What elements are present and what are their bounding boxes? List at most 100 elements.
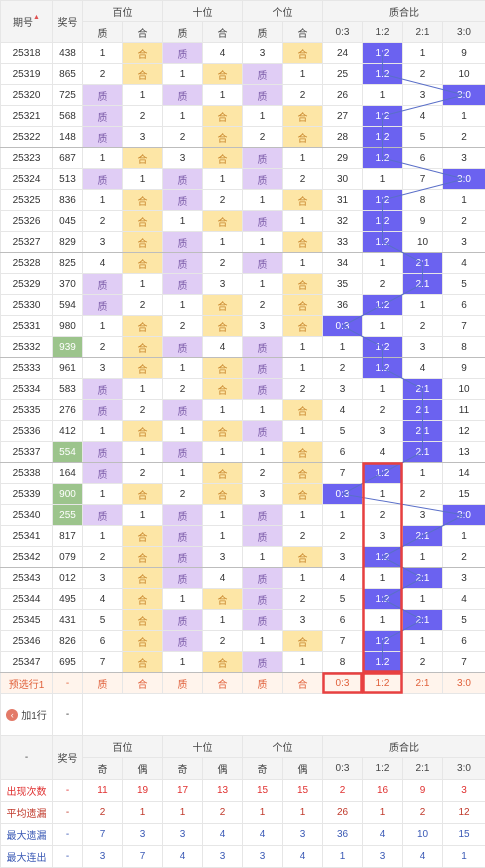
ratio-miss-cell: 31 [323, 190, 363, 211]
prediction-ratio-cell[interactable]: 1:2 [363, 673, 403, 694]
stats-value: 15 [283, 780, 323, 802]
composite-cell: 合 [123, 64, 163, 85]
ratio-miss-cell: 7 [403, 169, 443, 190]
prime-cell: 质 [243, 169, 283, 190]
ratio-miss-cell: 3 [443, 568, 485, 589]
miss-cell: 3 [163, 148, 203, 169]
number-cell: 438 [53, 43, 83, 64]
period-cell: 25344 [1, 589, 53, 610]
prime-cell: 质 [163, 547, 203, 568]
stats-value: 4 [283, 846, 323, 868]
ratio-miss-cell: 10 [443, 64, 485, 85]
period-cell: 25322 [1, 127, 53, 148]
stats-value: 2 [203, 802, 243, 824]
period-cell: 25343 [1, 568, 53, 589]
miss-cell: 2 [283, 589, 323, 610]
stats-value: 3 [83, 846, 123, 868]
add-row: ‹加1行 - [1, 694, 485, 736]
add-row-button[interactable]: ‹加1行 [1, 694, 53, 736]
composite-cell: 合 [203, 652, 243, 673]
composite-cell: 合 [283, 127, 323, 148]
period-header[interactable]: 期号▲ [1, 1, 53, 43]
miss-cell: 1 [83, 43, 123, 64]
composite-cell: 合 [203, 484, 243, 505]
prediction-cell[interactable]: 合 [123, 673, 163, 694]
composite-cell: 合 [283, 43, 323, 64]
number-cell: 431 [53, 610, 83, 631]
stats-value: 15 [443, 824, 485, 846]
ratio-hit-cell: 0:3 [323, 484, 363, 505]
number-cell: 900 [53, 484, 83, 505]
period-cell: 25332 [1, 337, 53, 358]
ratio-miss-cell: 9 [443, 358, 485, 379]
composite-cell: 合 [123, 358, 163, 379]
prediction-row[interactable]: 预选行1 - 质 合 质 合 质 合 0:3 1:2 2:1 3:0 [1, 673, 485, 694]
ratio-miss-cell: 35 [323, 274, 363, 295]
number-cell: 164 [53, 463, 83, 484]
ratio-miss-cell: 4 [403, 358, 443, 379]
miss-cell: 1 [123, 442, 163, 463]
prime-cell: 质 [243, 652, 283, 673]
miss-cell: 3 [83, 358, 123, 379]
ratio-miss-cell: 34 [323, 253, 363, 274]
composite-cell: 合 [203, 211, 243, 232]
miss-cell: 1 [203, 610, 243, 631]
period-cell: 25318 [1, 43, 53, 64]
miss-cell: 2 [163, 127, 203, 148]
ratio-miss-cell: 8 [443, 337, 485, 358]
period-cell: 25323 [1, 148, 53, 169]
prediction-cell[interactable]: 质 [83, 673, 123, 694]
prime-cell: 质 [83, 442, 123, 463]
ratio-miss-cell: 1 [363, 169, 403, 190]
period-cell: 25329 [1, 274, 53, 295]
period-cell: 25336 [1, 421, 53, 442]
stats-value: 11 [83, 780, 123, 802]
prime-cell: 质 [243, 589, 283, 610]
miss-cell: 1 [163, 106, 203, 127]
prediction-ratio-cell[interactable]: 2:1 [403, 673, 443, 694]
prediction-cell[interactable]: 合 [283, 673, 323, 694]
miss-cell: 2 [163, 316, 203, 337]
ratio-miss-cell: 9 [443, 43, 485, 64]
prediction-cell[interactable]: 质 [243, 673, 283, 694]
stats-value: 12 [443, 802, 485, 824]
footer-sub-header: 奇 [243, 758, 283, 780]
prime-cell: 质 [83, 463, 123, 484]
prediction-ratio-cell[interactable]: 3:0 [443, 673, 485, 694]
miss-cell: 1 [283, 211, 323, 232]
ratio-miss-cell: 33 [323, 232, 363, 253]
miss-cell: 1 [163, 421, 203, 442]
ratio-miss-cell: 29 [323, 148, 363, 169]
ratio-miss-cell: 3 [443, 232, 485, 253]
ratio-miss-cell: 2 [443, 127, 485, 148]
ratio-miss-cell: 5 [403, 127, 443, 148]
footer-sub-header: 奇 [163, 758, 203, 780]
miss-cell: 1 [283, 358, 323, 379]
number-cell: 961 [53, 358, 83, 379]
miss-cell: 3 [203, 547, 243, 568]
miss-cell: 1 [123, 379, 163, 400]
prediction-cell[interactable]: 质 [163, 673, 203, 694]
stats-value: 2 [83, 802, 123, 824]
ratio-miss-cell: 3 [363, 526, 403, 547]
period-cell: 25338 [1, 463, 53, 484]
ratio-miss-cell: 1 [403, 463, 443, 484]
miss-cell: 1 [163, 589, 203, 610]
stats-value: 10 [403, 824, 443, 846]
ratio-miss-cell: 14 [443, 463, 485, 484]
prediction-ratio-cell[interactable]: 0:3 [323, 673, 363, 694]
period-cell: 25342 [1, 547, 53, 568]
number-cell: 045 [53, 211, 83, 232]
sort-icon[interactable]: ▲ [33, 14, 40, 21]
composite-cell: 合 [203, 358, 243, 379]
prediction-cell[interactable]: 合 [203, 673, 243, 694]
ratio-miss-cell: 2 [363, 505, 403, 526]
period-cell: 25337 [1, 442, 53, 463]
stats-value: 7 [83, 824, 123, 846]
